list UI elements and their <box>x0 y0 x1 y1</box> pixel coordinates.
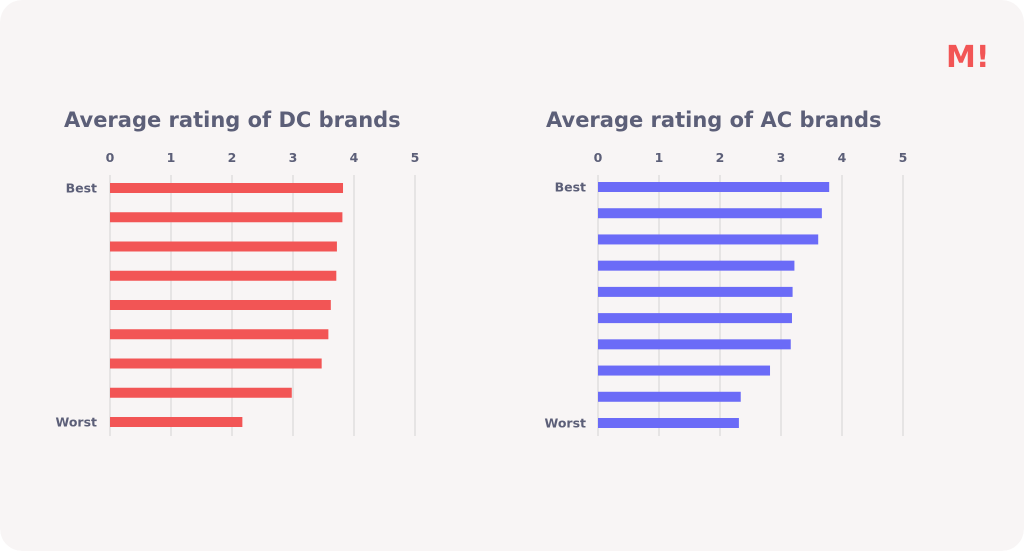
dc-category-label-worst: Worst <box>55 415 97 430</box>
dc-tick-label-5: 5 <box>411 150 420 165</box>
dc-tick-label-3: 3 <box>289 150 298 165</box>
dc-tick-label-1: 1 <box>167 150 176 165</box>
ac-bar-7 <box>598 339 791 350</box>
dc-bar-2 <box>110 212 343 223</box>
ac-tick-label-1: 1 <box>655 150 664 165</box>
ac-ratings-chart: Average rating of AC brands 0 1 2 3 4 5 Best Wor… <box>544 108 907 436</box>
dc-tick-label-0: 0 <box>106 150 115 165</box>
dc-bar-4 <box>110 270 337 281</box>
dc-bar-1 <box>110 183 344 193</box>
ac-tick-label-3: 3 <box>777 150 786 165</box>
ac-category-label-best: Best <box>555 180 586 195</box>
dc-ratings-chart: Average rating of DC brands 0 1 2 3 4 5 Best Wor… <box>55 108 419 436</box>
dc-bar-5 <box>110 300 331 310</box>
ac-bar-6 <box>598 313 792 324</box>
dc-tick-label-4: 4 <box>350 150 359 165</box>
dc-chart-title: Average rating of DC brands <box>64 108 401 132</box>
ac-bar-4 <box>598 260 795 271</box>
ac-bar-2 <box>598 208 822 219</box>
ac-tick-label-5: 5 <box>899 150 908 165</box>
ac-tick-label-4: 4 <box>838 150 847 165</box>
ac-category-label-worst: Worst <box>544 416 586 431</box>
ac-tick-label-0: 0 <box>594 150 603 165</box>
dc-bar-6 <box>110 329 329 340</box>
ac-bar-3 <box>598 234 819 245</box>
dc-tick-label-2: 2 <box>228 150 237 165</box>
dc-bar-9 <box>110 417 243 427</box>
dc-bar-7 <box>110 358 322 369</box>
dc-bar-8 <box>110 387 292 398</box>
ac-bar-5 <box>598 286 793 297</box>
dc-category-label-best: Best <box>66 181 97 196</box>
ac-bar-10 <box>598 418 739 428</box>
brand-logo: M! <box>946 40 990 75</box>
ac-bar-1 <box>598 182 830 192</box>
ac-bar-8 <box>598 365 771 376</box>
ac-chart-title: Average rating of AC brands <box>546 108 882 132</box>
ac-tick-label-2: 2 <box>716 150 725 165</box>
dc-bar-3 <box>110 241 337 252</box>
ac-bar-9 <box>598 391 741 402</box>
